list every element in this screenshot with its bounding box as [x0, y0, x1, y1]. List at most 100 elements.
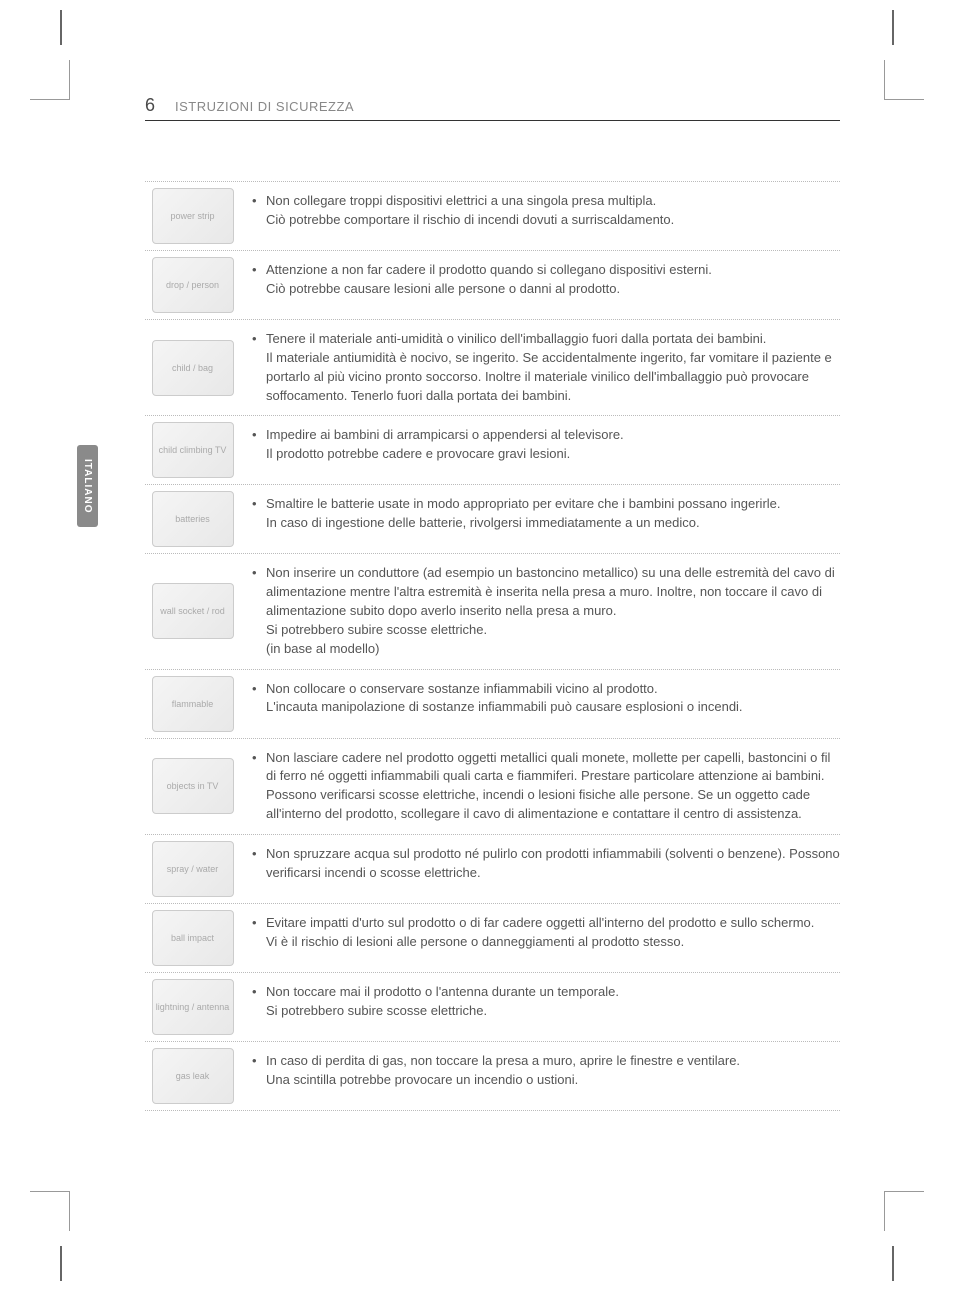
instruction-illustration-icon: ball impact [152, 910, 234, 966]
instruction-row: batteries •Smaltire le batterie usate in … [145, 485, 840, 554]
instruction-rows: power strip•Non collegare troppi disposi… [145, 181, 840, 1111]
instruction-main-line: •Non spruzzare acqua sul prodotto né pul… [252, 845, 840, 883]
instruction-icon-cell: gas leak [145, 1048, 240, 1104]
cut-mark [60, 10, 62, 45]
bullet-icon: • [252, 495, 266, 514]
instruction-row: power strip•Non collegare troppi disposi… [145, 181, 840, 251]
page-header: 6 ISTRUZIONI DI SICUREZZA [145, 95, 840, 121]
instruction-sub-text: Ciò potrebbe comportare il rischio di in… [252, 211, 840, 230]
bullet-icon: • [252, 1052, 266, 1071]
page-number: 6 [145, 95, 155, 116]
instruction-main-line: •In caso di perdita di gas, non toccare … [252, 1052, 840, 1071]
instruction-sub-text: L'incauta manipolazione di sostanze infi… [252, 698, 840, 717]
instruction-text-cell: •Tenere il materiale anti-umidità o vini… [240, 326, 840, 409]
instruction-sub-text: (in base al modello) [252, 640, 840, 659]
instruction-icon-cell: lightning / antenna [145, 979, 240, 1035]
instruction-text-cell: •Non toccare mai il prodotto o l'antenna… [240, 979, 840, 1035]
instruction-row: ball impact •Evitare impatti d'urto sul p… [145, 904, 840, 973]
instruction-icon-cell: drop / person [145, 257, 240, 313]
instruction-illustration-icon: wall socket / rod [152, 583, 234, 639]
instruction-icon-cell: child / bag [145, 326, 240, 409]
instruction-text-cell: •Non lasciare cadere nel prodotto oggett… [240, 745, 840, 828]
instruction-sub-text: Una scintilla potrebbe provocare un ince… [252, 1071, 840, 1090]
instruction-text-cell: •Smaltire le batterie usate in modo appr… [240, 491, 840, 547]
instruction-row: flammable •Non collocare o conservare sos… [145, 670, 840, 739]
instruction-row: lightning / antenna •Non toccare mai il p… [145, 973, 840, 1042]
instruction-row: child / bag •Tenere il materiale anti-umi… [145, 320, 840, 416]
instruction-main-line: •Tenere il materiale anti-umidità o vini… [252, 330, 840, 349]
instruction-main-text: In caso di perdita di gas, non toccare l… [266, 1052, 840, 1071]
instruction-illustration-icon: drop / person [152, 257, 234, 313]
instruction-main-line: •Non lasciare cadere nel prodotto oggett… [252, 749, 840, 787]
instruction-sub-text: In caso di ingestione delle batterie, ri… [252, 514, 840, 533]
instruction-illustration-icon: power strip [152, 188, 234, 244]
instruction-sub-text: Vi è il rischio di lesioni alle persone … [252, 933, 840, 952]
bullet-icon: • [252, 192, 266, 211]
crop-mark-br [884, 1191, 924, 1231]
cut-mark [60, 1246, 62, 1281]
cut-mark [892, 10, 894, 45]
instruction-illustration-icon: child / bag [152, 340, 234, 396]
instruction-icon-cell: ball impact [145, 910, 240, 966]
instruction-main-text: Non inserire un conduttore (ad esempio u… [266, 564, 840, 621]
instruction-text-cell: •Impedire ai bambini di arrampicarsi o a… [240, 422, 840, 478]
bullet-icon: • [252, 330, 266, 349]
instruction-main-text: Impedire ai bambini di arrampicarsi o ap… [266, 426, 840, 445]
instruction-text-cell: •Evitare impatti d'urto sul prodotto o d… [240, 910, 840, 966]
instruction-main-text: Non spruzzare acqua sul prodotto né puli… [266, 845, 840, 883]
instruction-sub-text: Si potrebbero subire scosse elettriche. [252, 1002, 840, 1021]
instruction-text-cell: •Attenzione a non far cadere il prodotto… [240, 257, 840, 313]
instruction-illustration-icon: spray / water [152, 841, 234, 897]
instruction-row: objects in TV •Non lasciare cadere nel pr… [145, 739, 840, 835]
instruction-main-text: Non collegare troppi dispositivi elettri… [266, 192, 840, 211]
instruction-main-line: •Impedire ai bambini di arrampicarsi o a… [252, 426, 840, 445]
instruction-row: child climbing TV •Impedire ai bambini di… [145, 416, 840, 485]
crop-mark-bl [30, 1191, 70, 1231]
instruction-main-text: Smaltire le batterie usate in modo appro… [266, 495, 840, 514]
instruction-main-line: •Non collocare o conservare sostanze inf… [252, 680, 840, 699]
instruction-icon-cell: spray / water [145, 841, 240, 897]
instruction-main-text: Attenzione a non far cadere il prodotto … [266, 261, 840, 280]
instruction-illustration-icon: batteries [152, 491, 234, 547]
instruction-text-cell: •Non collegare troppi dispositivi elettr… [240, 188, 840, 244]
instruction-icon-cell: wall socket / rod [145, 560, 240, 662]
instruction-text-cell: •Non collocare o conservare sostanze inf… [240, 676, 840, 732]
instruction-icon-cell: batteries [145, 491, 240, 547]
instruction-main-line: •Non inserire un conduttore (ad esempio … [252, 564, 840, 621]
instruction-illustration-icon: lightning / antenna [152, 979, 234, 1035]
instruction-main-text: Non lasciare cadere nel prodotto oggetti… [266, 749, 840, 787]
instruction-row: drop / person•Attenzione a non far cader… [145, 251, 840, 320]
instruction-main-text: Non collocare o conservare sostanze infi… [266, 680, 840, 699]
instruction-illustration-icon: objects in TV [152, 758, 234, 814]
section-title: ISTRUZIONI DI SICUREZZA [175, 99, 354, 114]
instruction-main-line: •Non toccare mai il prodotto o l'antenna… [252, 983, 840, 1002]
instruction-row: wall socket / rod •Non inserire un condut… [145, 554, 840, 669]
instruction-icon-cell: power strip [145, 188, 240, 244]
instruction-text-cell: •In caso di perdita di gas, non toccare … [240, 1048, 840, 1104]
instruction-main-text: Evitare impatti d'urto sul prodotto o di… [266, 914, 840, 933]
instruction-illustration-icon: child climbing TV [152, 422, 234, 478]
instruction-illustration-icon: gas leak [152, 1048, 234, 1104]
instruction-text-cell: •Non spruzzare acqua sul prodotto né pul… [240, 841, 840, 897]
instruction-sub-text: Ciò potrebbe causare lesioni alle person… [252, 280, 840, 299]
bullet-icon: • [252, 261, 266, 280]
bullet-icon: • [252, 564, 266, 621]
instruction-sub-text: Il prodotto potrebbe cadere e provocare … [252, 445, 840, 464]
bullet-icon: • [252, 680, 266, 699]
crop-mark-tr [884, 60, 924, 100]
instruction-row: gas leak •In caso di perdita di gas, non … [145, 1042, 840, 1111]
instruction-sub-text: Possono verificarsi scosse elettriche, i… [252, 786, 840, 824]
cut-mark [892, 1246, 894, 1281]
language-tab: ITALIANO [77, 445, 98, 527]
bullet-icon: • [252, 426, 266, 445]
page-content: 6 ISTRUZIONI DI SICUREZZA power strip•No… [145, 95, 840, 1111]
instruction-icon-cell: flammable [145, 676, 240, 732]
instruction-main-text: Non toccare mai il prodotto o l'antenna … [266, 983, 840, 1002]
instruction-sub-text: Il materiale antiumidità è nocivo, se in… [252, 349, 840, 406]
instruction-main-line: •Evitare impatti d'urto sul prodotto o d… [252, 914, 840, 933]
crop-mark-tl [30, 60, 70, 100]
instruction-text-cell: •Non inserire un conduttore (ad esempio … [240, 560, 840, 662]
instruction-main-line: •Smaltire le batterie usate in modo appr… [252, 495, 840, 514]
instruction-illustration-icon: flammable [152, 676, 234, 732]
bullet-icon: • [252, 845, 266, 883]
